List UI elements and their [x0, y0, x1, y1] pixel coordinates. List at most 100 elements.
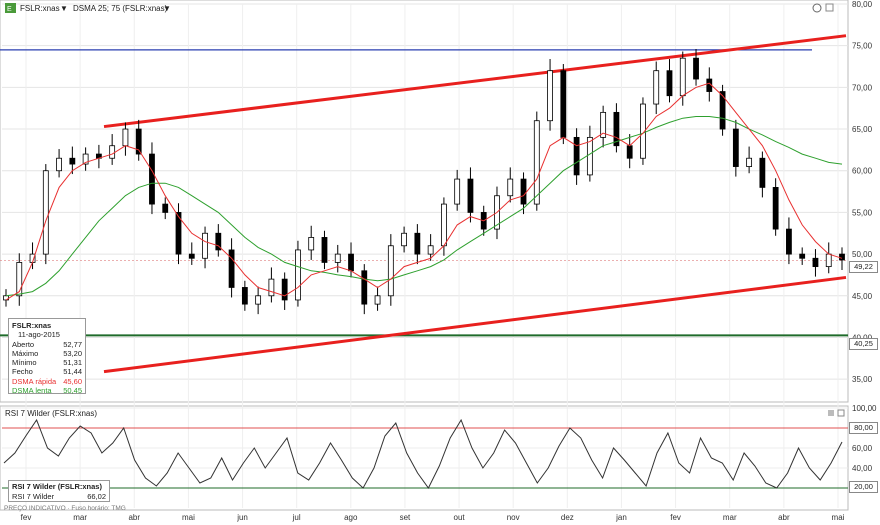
- symbol-icon-glyph: E: [7, 6, 12, 13]
- candle-body: [719, 91, 726, 130]
- candle-body: [109, 145, 116, 159]
- rsi-close-icon[interactable]: [837, 409, 845, 417]
- price-tick-label: 70,00: [852, 83, 873, 92]
- month-tick-label: abr: [128, 513, 140, 522]
- candle-body: [188, 253, 195, 259]
- candle-body: [122, 128, 129, 147]
- price-axis: 35,00 40,00 45,00 50,00 55,00 60,00 65,00 70,00…: [852, 0, 877, 493]
- price-tick-label: 35,00: [852, 375, 873, 384]
- month-tick-label: fev: [670, 513, 681, 522]
- month-tick-label: jul: [292, 513, 301, 522]
- data-window-row-label: DSMA rápida: [12, 376, 57, 386]
- candle-body: [268, 278, 275, 297]
- candle-body: [401, 232, 407, 247]
- symbol-label[interactable]: FSLR:xnas: [20, 4, 60, 13]
- symbol-icon[interactable]: [5, 3, 16, 13]
- candle-body: [746, 157, 753, 167]
- rsi-data-window-title: RSI 7 Wilder (FSLR:xnas): [12, 482, 102, 491]
- data-window-row-label: Máximo: [12, 348, 39, 358]
- price-tick-label: 60,00: [852, 167, 873, 176]
- data-window-row: DSMA rápida 45,60: [12, 377, 82, 386]
- last-price-tag: 49,22: [849, 261, 878, 273]
- candle-body: [520, 178, 527, 205]
- month-tick-label: set: [400, 513, 411, 522]
- candle-body: [467, 178, 474, 213]
- candle-body: [825, 253, 832, 268]
- candle-body: [255, 295, 262, 305]
- month-tick-label: jun: [236, 513, 248, 522]
- data-window-row: Fecho 51,44: [12, 367, 82, 376]
- month-tick-label: mar: [73, 513, 87, 522]
- data-window-row-value: 45,60: [63, 376, 82, 386]
- candle-body: [441, 203, 447, 247]
- support-price-tag: 40,25: [849, 338, 878, 350]
- data-window-row-label: Aberto: [12, 339, 35, 349]
- data-window-row: Máximo 53,20: [12, 349, 82, 358]
- data-window-row-value: 50,45: [63, 386, 82, 396]
- candle-body: [586, 136, 593, 176]
- candle-body: [799, 253, 806, 259]
- candle-body: [414, 232, 421, 255]
- candle-body: [666, 70, 673, 97]
- dsma-slow-line: [5, 116, 843, 297]
- month-tick-label: fev: [21, 513, 32, 522]
- candle-body: [175, 212, 182, 255]
- candle-body: [16, 262, 23, 297]
- rsi-value: 66,02: [87, 491, 106, 501]
- rsi-value-row: RSI 7 Wilder 66,02: [12, 492, 106, 502]
- candle-body: [653, 70, 660, 105]
- data-window-row-label: Mínimo: [12, 358, 37, 368]
- data-window-date: 11-ago-2015: [18, 330, 60, 340]
- candle-body: [786, 228, 792, 255]
- price-tick-label: 50,00: [852, 250, 873, 259]
- data-window-row: Aberto 52,77: [12, 340, 82, 349]
- candlesticks: [3, 49, 845, 315]
- symbol-dropdown-icon[interactable]: ▼: [60, 4, 68, 13]
- month-tick-label: mar: [723, 513, 737, 522]
- month-tick-label: ago: [344, 513, 358, 522]
- candle-body: [547, 70, 553, 122]
- price-tick-label: 40,00: [852, 333, 873, 342]
- candle-body: [56, 157, 62, 172]
- data-window-title: FSLR:xnas: [12, 321, 52, 330]
- indicator-dropdown-icon[interactable]: ▼: [163, 4, 171, 13]
- candle-body: [334, 253, 341, 263]
- candle-body: [295, 249, 301, 301]
- candle-body: [387, 245, 394, 297]
- data-window-row-value: 51,31: [63, 358, 82, 368]
- upper-channel-line: [103, 34, 847, 129]
- data-window-row-value: 52,77: [63, 339, 82, 349]
- candle-body: [135, 128, 142, 155]
- month-tick-label: mai: [832, 513, 845, 522]
- candle-body: [69, 157, 76, 165]
- candle-body: [427, 245, 434, 255]
- rsi-settings-icon[interactable]: [828, 410, 834, 416]
- close-panel-icon[interactable]: [825, 3, 834, 12]
- candle-body: [374, 295, 381, 305]
- rsi-tick-label: 40,00: [852, 464, 873, 473]
- indicator-label[interactable]: DSMA 25; 75 (FSLR:xnas): [73, 4, 168, 13]
- rsi-line-group: [2, 418, 848, 489]
- candle-body: [573, 136, 580, 176]
- data-window-row: DSMA lenta 50,45: [12, 386, 82, 395]
- candle-body: [560, 70, 567, 138]
- candle-body: [308, 237, 315, 251]
- rsi-label[interactable]: RSI 7 Wilder (FSLR:xnas): [5, 409, 97, 418]
- candle-body: [613, 111, 620, 147]
- month-tick-label: abr: [778, 513, 790, 522]
- month-tick-label: jan: [615, 513, 627, 522]
- candle-body: [679, 57, 686, 97]
- data-window-rows: Aberto 52,77 Máximo 53,20 Mínimo 51,31 Fecho 51…: [12, 340, 82, 396]
- candle-body: [42, 170, 49, 255]
- price-tick-label: 80,00: [852, 0, 873, 9]
- month-tick-label: mai: [182, 513, 195, 522]
- rsi-panel: [0, 405, 849, 511]
- candle-body: [693, 57, 699, 80]
- rsi-tick-label: 60,00: [852, 444, 873, 453]
- candle-body: [215, 232, 222, 251]
- data-window: FSLR:xnas 11-ago-2015 Aberto 52,77 Máximo 5…: [8, 318, 86, 396]
- candle-body: [759, 157, 766, 188]
- candle-body: [281, 278, 288, 301]
- refresh-icon[interactable]: [812, 3, 822, 13]
